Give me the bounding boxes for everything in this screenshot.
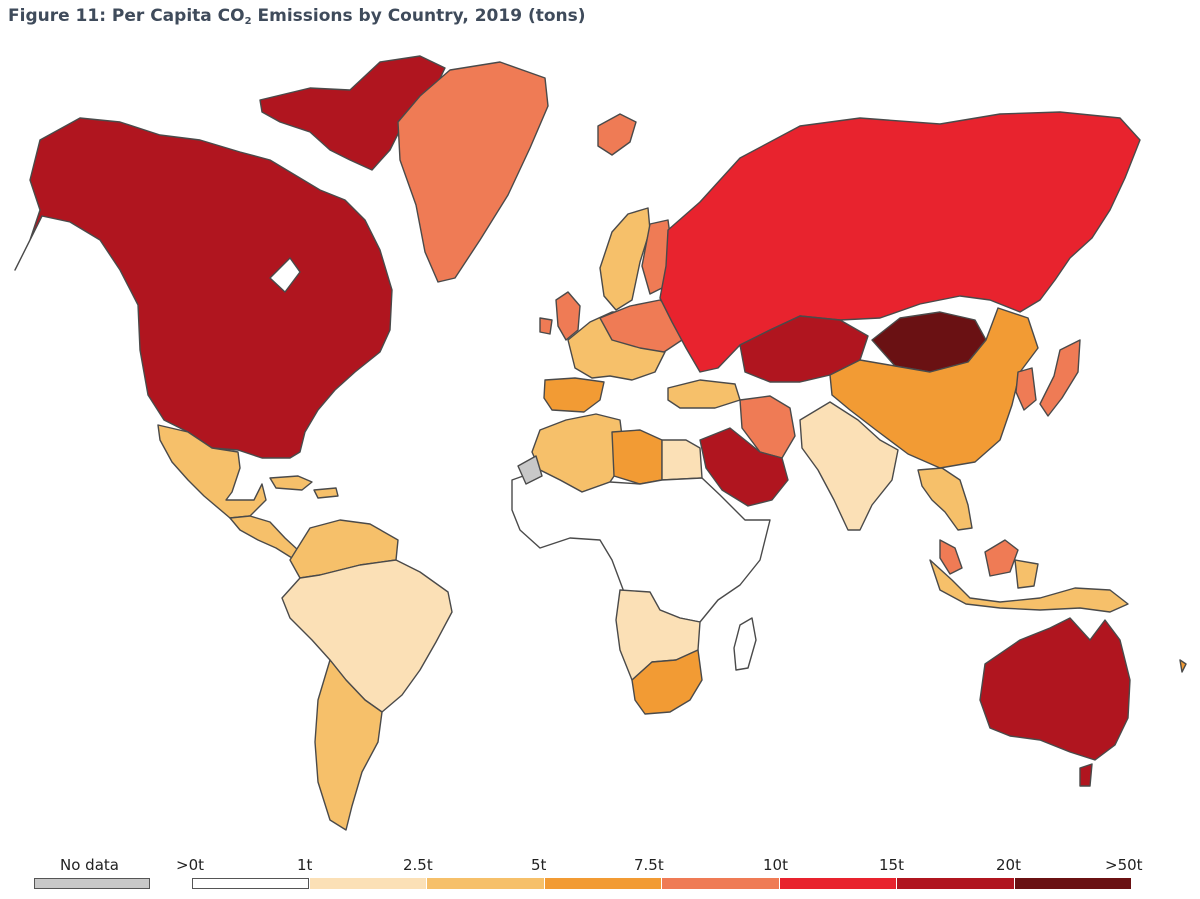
region-central-america bbox=[229, 515, 299, 559]
legend-swatch-1 bbox=[309, 878, 426, 889]
legend-swatch-3 bbox=[544, 878, 661, 889]
region-usa-canada-alaska bbox=[14, 117, 393, 459]
region-brazil-and-north-south-america bbox=[281, 559, 453, 713]
region-argentina-chile bbox=[314, 659, 383, 831]
region-japan-korea bbox=[1015, 339, 1081, 417]
legend-swatch-4 bbox=[662, 878, 779, 889]
region-iceland bbox=[597, 113, 637, 156]
region-turkey bbox=[667, 379, 741, 409]
region-new-zealand bbox=[1179, 659, 1187, 673]
region-mexico bbox=[157, 424, 267, 519]
region-india bbox=[799, 401, 899, 531]
region-scandinavia bbox=[599, 207, 651, 311]
color-legend: No data >0t 1t 2.5t 5t 7.5t 10t 15t 20t … bbox=[0, 850, 1200, 899]
legend-tick-2: 2.5t bbox=[403, 856, 433, 874]
region-egypt bbox=[661, 439, 703, 481]
legend-swatch-7 bbox=[1014, 878, 1131, 889]
legend-tick-4: 7.5t bbox=[634, 856, 664, 874]
region-sub-saharan-africa bbox=[511, 469, 771, 623]
region-malaysia bbox=[939, 539, 1019, 577]
world-map bbox=[14, 55, 1187, 831]
legend-tick-5: 10t bbox=[763, 856, 788, 874]
legend-tick-1: 1t bbox=[297, 856, 313, 874]
legend-swatch-5 bbox=[779, 878, 896, 889]
region-libya bbox=[611, 429, 663, 485]
region-australia bbox=[979, 617, 1131, 787]
legend-swatch-0 bbox=[192, 878, 309, 889]
legend-swatch-2 bbox=[427, 878, 544, 889]
legend-swatch-no-data bbox=[34, 878, 150, 889]
region-spain-portugal bbox=[543, 377, 605, 413]
legend-tick-6: 15t bbox=[879, 856, 904, 874]
legend-tick-7: 20t bbox=[996, 856, 1021, 874]
region-russia bbox=[659, 111, 1141, 373]
region-southeast-asia bbox=[917, 467, 973, 531]
map-title: Figure 11: Per Capita CO2 Emissions by C… bbox=[8, 6, 586, 27]
legend-no-data-label: No data bbox=[60, 856, 119, 874]
legend-tick-8: >50t bbox=[1105, 856, 1143, 874]
region-saudi-arabia-gulf bbox=[699, 427, 789, 507]
region-uk-ireland bbox=[539, 291, 581, 341]
region-south-africa bbox=[631, 649, 703, 715]
region-caribbean bbox=[269, 475, 339, 499]
legend-swatch-6 bbox=[897, 878, 1014, 889]
region-western-sahara bbox=[517, 455, 543, 485]
region-indonesia bbox=[929, 559, 1129, 613]
region-madagascar bbox=[733, 617, 757, 671]
region-greenland bbox=[397, 61, 549, 283]
legend-tick-0: >0t bbox=[176, 856, 204, 874]
legend-tick-3: 5t bbox=[531, 856, 547, 874]
region-canada-arctic-islands bbox=[259, 55, 446, 171]
region-iran bbox=[739, 395, 796, 459]
